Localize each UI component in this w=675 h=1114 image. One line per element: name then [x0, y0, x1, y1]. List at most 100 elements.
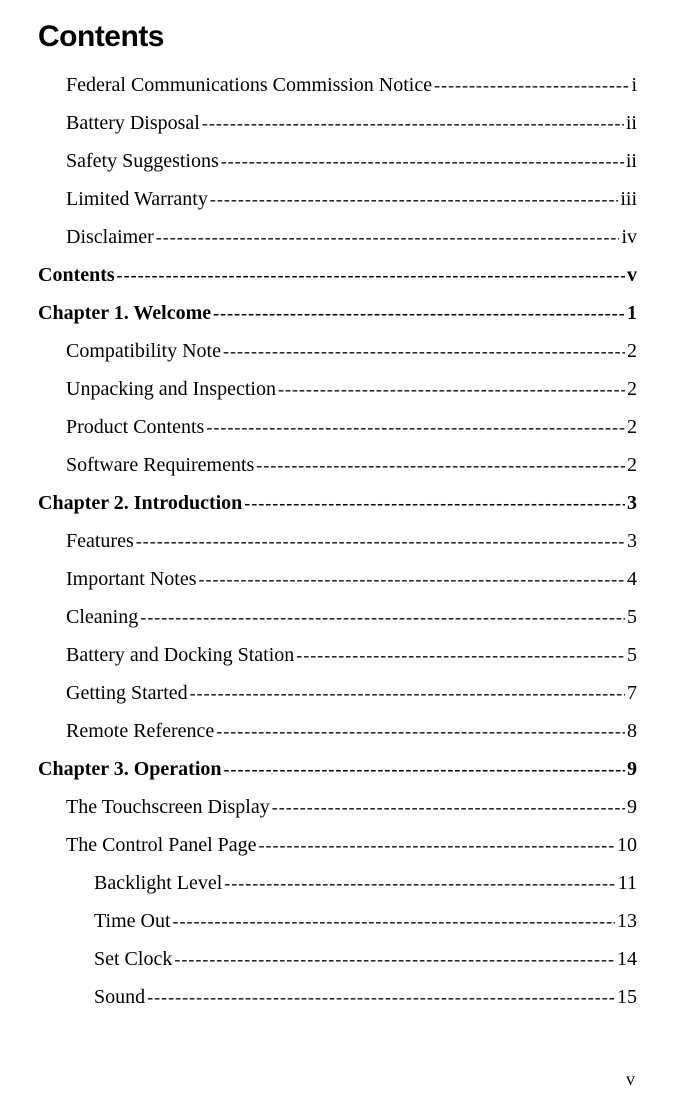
toc-entry-label: Battery Disposal: [66, 104, 200, 142]
toc-entry: Safety Suggestionsii: [38, 142, 637, 180]
toc-entry-label: Remote Reference: [66, 712, 214, 750]
toc-entry-label: Time Out: [94, 902, 171, 940]
toc-entry-label: Chapter 2. Introduction: [38, 484, 242, 522]
table-of-contents: Federal Communications Commission Notice…: [38, 66, 637, 1016]
toc-entry: Chapter 2. Introduction 3: [38, 484, 637, 522]
toc-entry-page: 11: [618, 864, 637, 902]
toc-entry: Unpacking and Inspection2: [38, 370, 637, 408]
toc-entry: Backlight Level 11: [38, 864, 637, 902]
toc-leader: [256, 446, 625, 484]
toc-entry-page: 1: [627, 294, 637, 332]
toc-entry: The Control Panel Page 10: [38, 826, 637, 864]
toc-leader: [190, 674, 625, 712]
toc-entry-page: 2: [627, 408, 637, 446]
toc-entry-label: Software Requirements: [66, 446, 254, 484]
toc-entry: Sound 15: [38, 978, 637, 1016]
toc-entry: Contents v: [38, 256, 637, 294]
toc-entry-page: 2: [627, 446, 637, 484]
toc-entry-page: 7: [627, 674, 637, 712]
toc-entry-label: Chapter 1. Welcome: [38, 294, 211, 332]
toc-entry-page: 2: [627, 332, 637, 370]
toc-entry: Time Out 13: [38, 902, 637, 940]
toc-entry-label: The Touchscreen Display: [66, 788, 270, 826]
toc-entry-label: Sound: [94, 978, 145, 1016]
toc-entry-page: 15: [617, 978, 637, 1016]
toc-entry-page: 2: [627, 370, 637, 408]
page-title: Contents: [38, 20, 637, 54]
toc-leader: [206, 408, 625, 446]
toc-leader: [296, 636, 625, 674]
toc-entry: Battery Disposal ii: [38, 104, 637, 142]
toc-entry-label: Disclaimer: [66, 218, 154, 256]
toc-leader: [210, 180, 618, 218]
toc-entry: Product Contents 2: [38, 408, 637, 446]
footer-page-number: v: [626, 1069, 635, 1090]
toc-entry-label: Chapter 3. Operation: [38, 750, 222, 788]
toc-entry-page: 3: [627, 484, 637, 522]
toc-entry: Federal Communications Commission Notice…: [38, 66, 637, 104]
toc-entry-label: Backlight Level: [94, 864, 222, 902]
toc-entry-label: Compatibility Note: [66, 332, 221, 370]
toc-leader: [259, 826, 615, 864]
toc-entry: Disclaimer iv: [38, 218, 637, 256]
toc-entry: Compatibility Note 2: [38, 332, 637, 370]
toc-entry-page: 9: [627, 788, 637, 826]
toc-leader: [224, 750, 625, 788]
toc-entry-label: Product Contents: [66, 408, 204, 446]
toc-leader: [156, 218, 620, 256]
toc-leader: [278, 370, 625, 408]
toc-leader: [202, 104, 624, 142]
toc-leader: [174, 940, 615, 978]
toc-leader: [223, 332, 625, 370]
toc-entry: Software Requirements 2: [38, 446, 637, 484]
toc-leader: [221, 142, 624, 180]
toc-leader: [117, 256, 625, 294]
toc-entry-label: Limited Warranty: [66, 180, 208, 218]
toc-entry-page: 5: [627, 636, 637, 674]
toc-entry: Important Notes 4: [38, 560, 637, 598]
toc-entry: Cleaning 5: [38, 598, 637, 636]
toc-entry-page: ii: [626, 104, 637, 142]
toc-leader: [136, 522, 625, 560]
toc-entry-page: 13: [617, 902, 637, 940]
toc-entry-page: v: [627, 256, 637, 294]
toc-leader: [147, 978, 615, 1016]
toc-entry-page: 10: [617, 826, 637, 864]
toc-entry: Battery and Docking Station 5: [38, 636, 637, 674]
toc-entry-label: Features: [66, 522, 134, 560]
toc-entry-page: i: [631, 66, 637, 104]
toc-entry-label: Battery and Docking Station: [66, 636, 294, 674]
toc-entry-page: 3: [627, 522, 637, 560]
toc-entry: Remote Reference 8: [38, 712, 637, 750]
toc-leader: [224, 864, 615, 902]
toc-entry-label: Getting Started: [66, 674, 188, 712]
toc-entry: Limited Warranty iii: [38, 180, 637, 218]
toc-entry-label: Important Notes: [66, 560, 197, 598]
toc-leader: [140, 598, 625, 636]
toc-entry-label: Cleaning: [66, 598, 138, 636]
toc-entry: Getting Started 7: [38, 674, 637, 712]
toc-entry-page: 8: [627, 712, 637, 750]
toc-leader: [244, 484, 625, 522]
toc-leader: [213, 294, 625, 332]
toc-leader: [434, 66, 629, 104]
toc-entry-label: Federal Communications Commission Notice: [66, 66, 432, 104]
toc-entry-page: 4: [627, 560, 637, 598]
toc-leader: [216, 712, 625, 750]
toc-entry-label: The Control Panel Page: [66, 826, 257, 864]
toc-entry-page: iv: [621, 218, 637, 256]
toc-entry-page: ii: [626, 142, 637, 180]
toc-entry-page: 14: [617, 940, 637, 978]
toc-entry-page: 9: [627, 750, 637, 788]
toc-entry-page: iii: [620, 180, 637, 218]
toc-entry: Chapter 1. Welcome 1: [38, 294, 637, 332]
toc-entry-label: Contents: [38, 256, 115, 294]
toc-entry-label: Set Clock: [94, 940, 172, 978]
toc-leader: [173, 902, 615, 940]
toc-entry: The Touchscreen Display 9: [38, 788, 637, 826]
toc-leader: [272, 788, 625, 826]
toc-entry-page: 5: [627, 598, 637, 636]
toc-entry: Chapter 3. Operation 9: [38, 750, 637, 788]
toc-entry: Set Clock 14: [38, 940, 637, 978]
toc-entry: Features 3: [38, 522, 637, 560]
